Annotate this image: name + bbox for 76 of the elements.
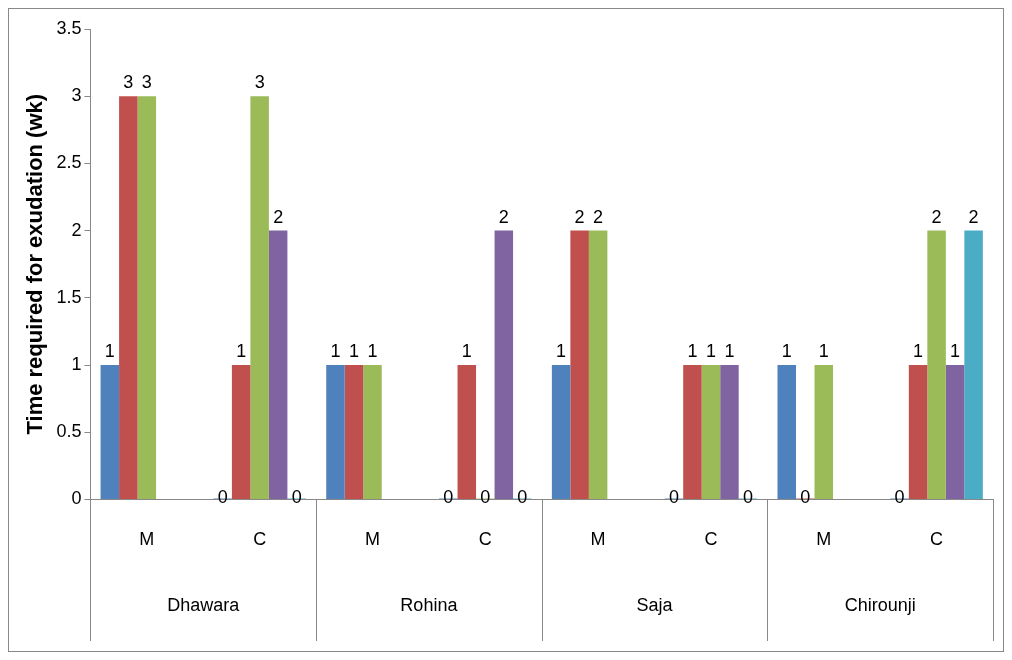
bar bbox=[100, 365, 120, 499]
bar bbox=[363, 365, 382, 499]
data-label: 0 bbox=[742, 487, 753, 508]
bar bbox=[945, 365, 965, 499]
data-label: 2 bbox=[273, 206, 284, 227]
data-label: 2 bbox=[931, 206, 942, 227]
data-label: 0 bbox=[217, 487, 228, 508]
y-tick-label: 1 bbox=[71, 353, 82, 374]
data-label: 0 bbox=[443, 487, 454, 508]
text: Dhawara bbox=[167, 595, 241, 616]
data-label: 0 bbox=[800, 487, 811, 508]
data-label: 1 bbox=[367, 340, 378, 361]
data-label: 1 bbox=[950, 340, 961, 361]
data-label: 3 bbox=[141, 72, 152, 93]
bar bbox=[588, 230, 608, 499]
y-tick-label: 3.5 bbox=[56, 17, 82, 38]
bar bbox=[908, 365, 928, 499]
bar bbox=[119, 96, 138, 499]
text: Rohina bbox=[400, 595, 459, 616]
x-tick-label: C bbox=[478, 529, 492, 550]
data-label: 2 bbox=[498, 206, 509, 227]
bar bbox=[494, 230, 514, 499]
x-tick-label: M bbox=[139, 529, 155, 550]
x-tick-label: C bbox=[704, 529, 718, 550]
data-label: 3 bbox=[254, 72, 265, 93]
bar bbox=[683, 365, 702, 499]
data-label: 1 bbox=[104, 340, 115, 361]
data-label: 1 bbox=[724, 340, 735, 361]
data-label: 1 bbox=[687, 340, 698, 361]
bar bbox=[927, 230, 946, 499]
bar bbox=[720, 365, 739, 499]
data-label: 1 bbox=[236, 340, 247, 361]
bar bbox=[964, 230, 983, 499]
y-axis-title: Time required for exudation (wk) bbox=[22, 93, 48, 435]
data-label: 1 bbox=[705, 340, 716, 361]
text: Chirounji bbox=[844, 595, 916, 616]
data-label: 1 bbox=[348, 340, 359, 361]
bar bbox=[268, 230, 288, 499]
bar bbox=[570, 230, 589, 499]
data-label: 0 bbox=[894, 487, 905, 508]
bar bbox=[551, 365, 571, 499]
x-tick-label: C bbox=[253, 529, 267, 550]
data-label: 1 bbox=[913, 340, 924, 361]
data-label: 1 bbox=[781, 340, 792, 361]
bar bbox=[457, 365, 477, 499]
bar bbox=[344, 365, 364, 499]
data-label: 1 bbox=[461, 340, 472, 361]
x-tick-label: C bbox=[930, 529, 944, 550]
data-label: 3 bbox=[123, 72, 134, 93]
y-tick-label: 2 bbox=[71, 219, 82, 240]
y-tick-label: 0.5 bbox=[56, 421, 82, 442]
data-label: 0 bbox=[517, 487, 528, 508]
text: Saja bbox=[636, 595, 674, 616]
x-tick-label: M bbox=[816, 529, 832, 550]
bar bbox=[701, 365, 721, 499]
data-label: 2 bbox=[968, 206, 979, 227]
data-label: 1 bbox=[818, 340, 829, 361]
bar bbox=[777, 365, 797, 499]
bar bbox=[231, 365, 251, 499]
bar bbox=[137, 96, 157, 499]
data-label: 0 bbox=[480, 487, 491, 508]
bar bbox=[250, 96, 269, 499]
x-tick-label: M bbox=[364, 529, 380, 550]
data-label: 1 bbox=[330, 340, 341, 361]
bar bbox=[326, 365, 345, 499]
x-tick-label: M bbox=[590, 529, 606, 550]
data-label: 1 bbox=[556, 340, 567, 361]
y-tick-label: 1.5 bbox=[56, 286, 82, 307]
y-tick-label: 2.5 bbox=[56, 152, 82, 173]
data-label: 0 bbox=[668, 487, 679, 508]
data-label: 2 bbox=[574, 206, 585, 227]
y-tick-label: 3 bbox=[71, 85, 82, 106]
bar bbox=[814, 365, 834, 499]
data-label: 0 bbox=[291, 487, 302, 508]
data-label: 2 bbox=[593, 206, 604, 227]
y-tick-label: 0 bbox=[71, 488, 82, 509]
